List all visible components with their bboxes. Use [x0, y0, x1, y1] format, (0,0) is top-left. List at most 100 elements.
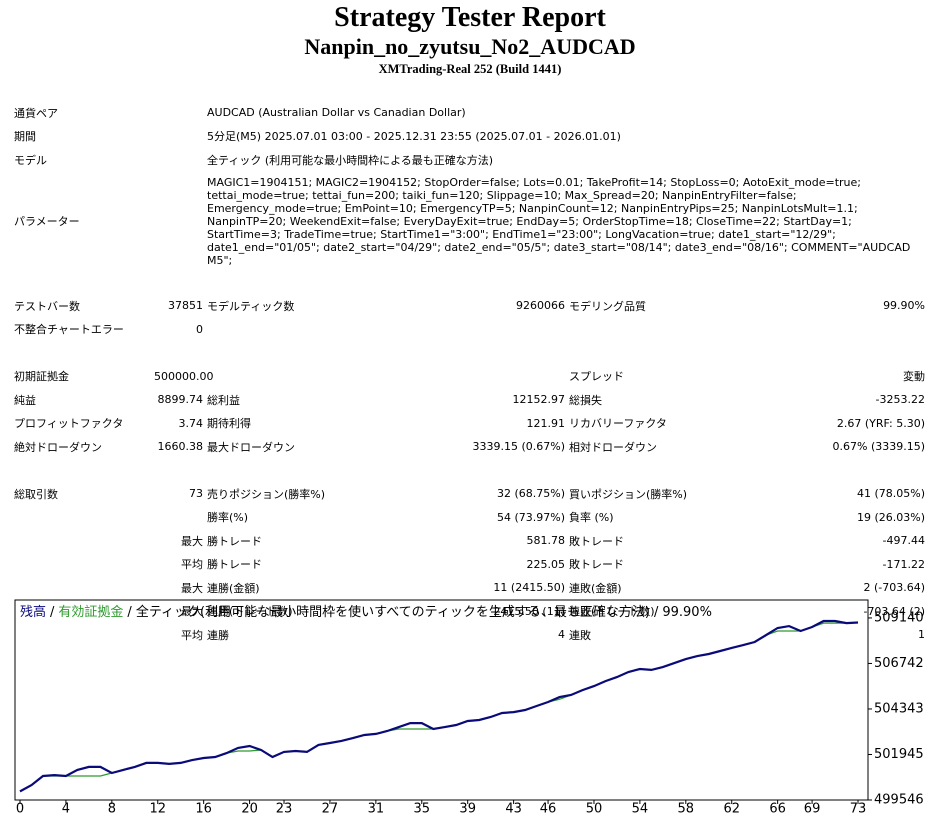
cell: 19 (26.03%) — [856, 510, 926, 524]
y-tick-label: 501945 — [874, 747, 924, 762]
cell: 連勝 — [207, 628, 229, 642]
cell: 平均 — [181, 558, 203, 572]
info-row: パラメーター MAGIC1=1904151; MAGIC2=1904152; St… — [12, 172, 927, 271]
x-tick-label: 62 — [723, 802, 740, 817]
cell — [12, 506, 152, 530]
cell: 最大ドローダウン — [207, 440, 295, 454]
info-row: 期間 5分足(M5) 2025.07.01 03:00 - 2025.12.31 … — [12, 125, 927, 149]
cell: AUDCAD (Australian Dollar vs Canadian Do… — [207, 106, 466, 120]
cell: 9260066 — [516, 299, 565, 313]
cell: 最大 — [181, 581, 203, 595]
report-subtitle: Nanpin_no_zyutsu_No2_AUDCAD — [304, 34, 636, 59]
cell: MAGIC1=1904151; MAGIC2=1904152; StopOrde… — [207, 175, 911, 267]
spacer — [12, 271, 927, 295]
stat-row: 平均 勝トレード 225.05 敗トレード -171.22 — [12, 553, 927, 577]
cell: -3253.22 — [875, 393, 926, 407]
legend-separator: / — [127, 605, 132, 620]
legend-entry: 有効証拠金 — [58, 604, 123, 620]
x-tick-label: 12 — [149, 802, 166, 817]
cell: 32 (68.75%) — [496, 487, 565, 501]
cell: 4 — [558, 628, 565, 642]
cell: 絶対ドローダウン — [14, 440, 102, 454]
cell: 純益 — [14, 393, 36, 407]
cell: パラメーター — [14, 215, 80, 228]
stat-row: 不整合チャートエラー 0 — [12, 318, 927, 342]
legend-caption: 全ティック(利用可能な最小時間枠を使いすべてのティックを生成する、最も正確な方法… — [136, 604, 650, 620]
cell: 連敗 — [569, 628, 591, 642]
stat-row: 純益 8899.74 総利益 12152.97 総損失 -3253.22 — [12, 388, 927, 412]
cell: モデリング品質 — [569, 299, 646, 313]
cell: 121.91 — [526, 416, 566, 430]
legend-separator: / — [654, 605, 659, 620]
cell: 総損失 — [569, 393, 602, 407]
x-tick-label: 20 — [241, 802, 258, 817]
series-line — [19, 619, 859, 793]
y-tick-label: 504343 — [874, 701, 924, 716]
cell: 11 (2415.50) — [493, 581, 565, 595]
x-tick-label: 35 — [414, 802, 431, 817]
cell: 37851 — [168, 299, 203, 313]
stat-row: 絶対ドローダウン 1660.38 最大ドローダウン 3339.15 (0.67%) 相対… — [12, 435, 927, 459]
cell: 勝率(%) — [207, 511, 249, 525]
spacer — [12, 459, 927, 483]
x-tick-label: 58 — [678, 802, 695, 817]
x-tick-label: 4 — [62, 802, 70, 817]
cell: 225.05 — [526, 557, 566, 571]
cell — [405, 365, 567, 389]
cell: 最大 — [181, 534, 203, 548]
cell: 3339.15 (0.67%) — [472, 440, 565, 454]
cell: 41 (78.05%) — [856, 487, 926, 501]
cell: 1 — [918, 628, 926, 642]
cell: 敗トレード — [569, 558, 624, 572]
legend-entry: 残高 — [20, 604, 46, 620]
cell: 連勝(トレード数) — [207, 605, 293, 619]
cell: 連敗(金額) — [569, 581, 622, 595]
cell: モデルティック数 — [207, 299, 295, 313]
cell: 初期証拠金 — [14, 370, 69, 384]
cell: 勝トレード — [207, 534, 262, 548]
y-tick-label: 499546 — [874, 793, 924, 808]
cell: リカバリーファクタ — [569, 417, 667, 431]
x-tick-label: 66 — [769, 802, 786, 817]
cell: 通貨ペア — [14, 106, 58, 120]
cell: 買いポジション(勝率%) — [569, 487, 688, 501]
cell: 2415.50 (11) — [493, 604, 565, 618]
legend: 残高 / 有効証拠金 / 全ティック(利用可能な最小時間枠を使いすべてのティックを生成す… — [20, 604, 712, 620]
x-tick-label: 31 — [368, 802, 385, 817]
info-row: 通貨ペア AUDCAD (Australian Dollar vs Canadia… — [12, 101, 927, 125]
cell: 総取引数 — [14, 487, 58, 501]
cell: 期待利得 — [207, 417, 251, 431]
cell: 平均 — [181, 628, 203, 642]
legend-separator: / — [50, 605, 55, 620]
cell: -171.22 — [882, 557, 926, 571]
cell: 581.78 — [526, 534, 566, 548]
cell: 総利益 — [207, 393, 240, 407]
legend-quality: 99.90% — [662, 605, 712, 620]
cell — [12, 529, 152, 553]
x-tick-label: 39 — [459, 802, 476, 817]
stat-row: 最大 勝トレード 581.78 敗トレード -497.44 — [12, 529, 927, 553]
stat-row: 総取引数 73 売りポジション(勝率%) 32 (68.75%) 買いポジション(勝率%… — [12, 482, 927, 506]
cell: 2.67 (YRF: 5.30) — [836, 416, 926, 430]
cell — [205, 365, 405, 389]
cell — [757, 318, 927, 342]
chart: 499546 501945 504343 506742 509140 0 4 8 12 16 20 2… — [14, 599, 924, 817]
cell: 1660.38 — [157, 440, 204, 454]
cell — [405, 318, 567, 342]
cell: 全ティック (利用可能な最小時間枠による最も正確な方法) — [207, 153, 494, 167]
x-tick-label: 50 — [586, 802, 603, 817]
cell: 敗トレード — [569, 534, 624, 548]
cell: 8899.74 — [157, 393, 204, 407]
x-tick-label: 16 — [195, 802, 212, 817]
cell: 勝トレード — [207, 558, 262, 572]
cell: 2 (-703.64) — [863, 581, 926, 595]
stat-row: 勝率(%) 54 (73.97%) 負率 (%) 19 (26.03%) — [12, 506, 927, 530]
cell: プロフィットファクタ — [14, 417, 124, 431]
x-tick-label: 54 — [632, 802, 649, 817]
cell — [12, 341, 927, 365]
cell: 54 (73.97%) — [496, 510, 565, 524]
x-tick-label: 0 — [16, 802, 24, 817]
cell: 期間 — [14, 130, 36, 144]
cell: 5分足(M5) 2025.07.01 03:00 - 2025.12.31 23… — [207, 130, 621, 144]
